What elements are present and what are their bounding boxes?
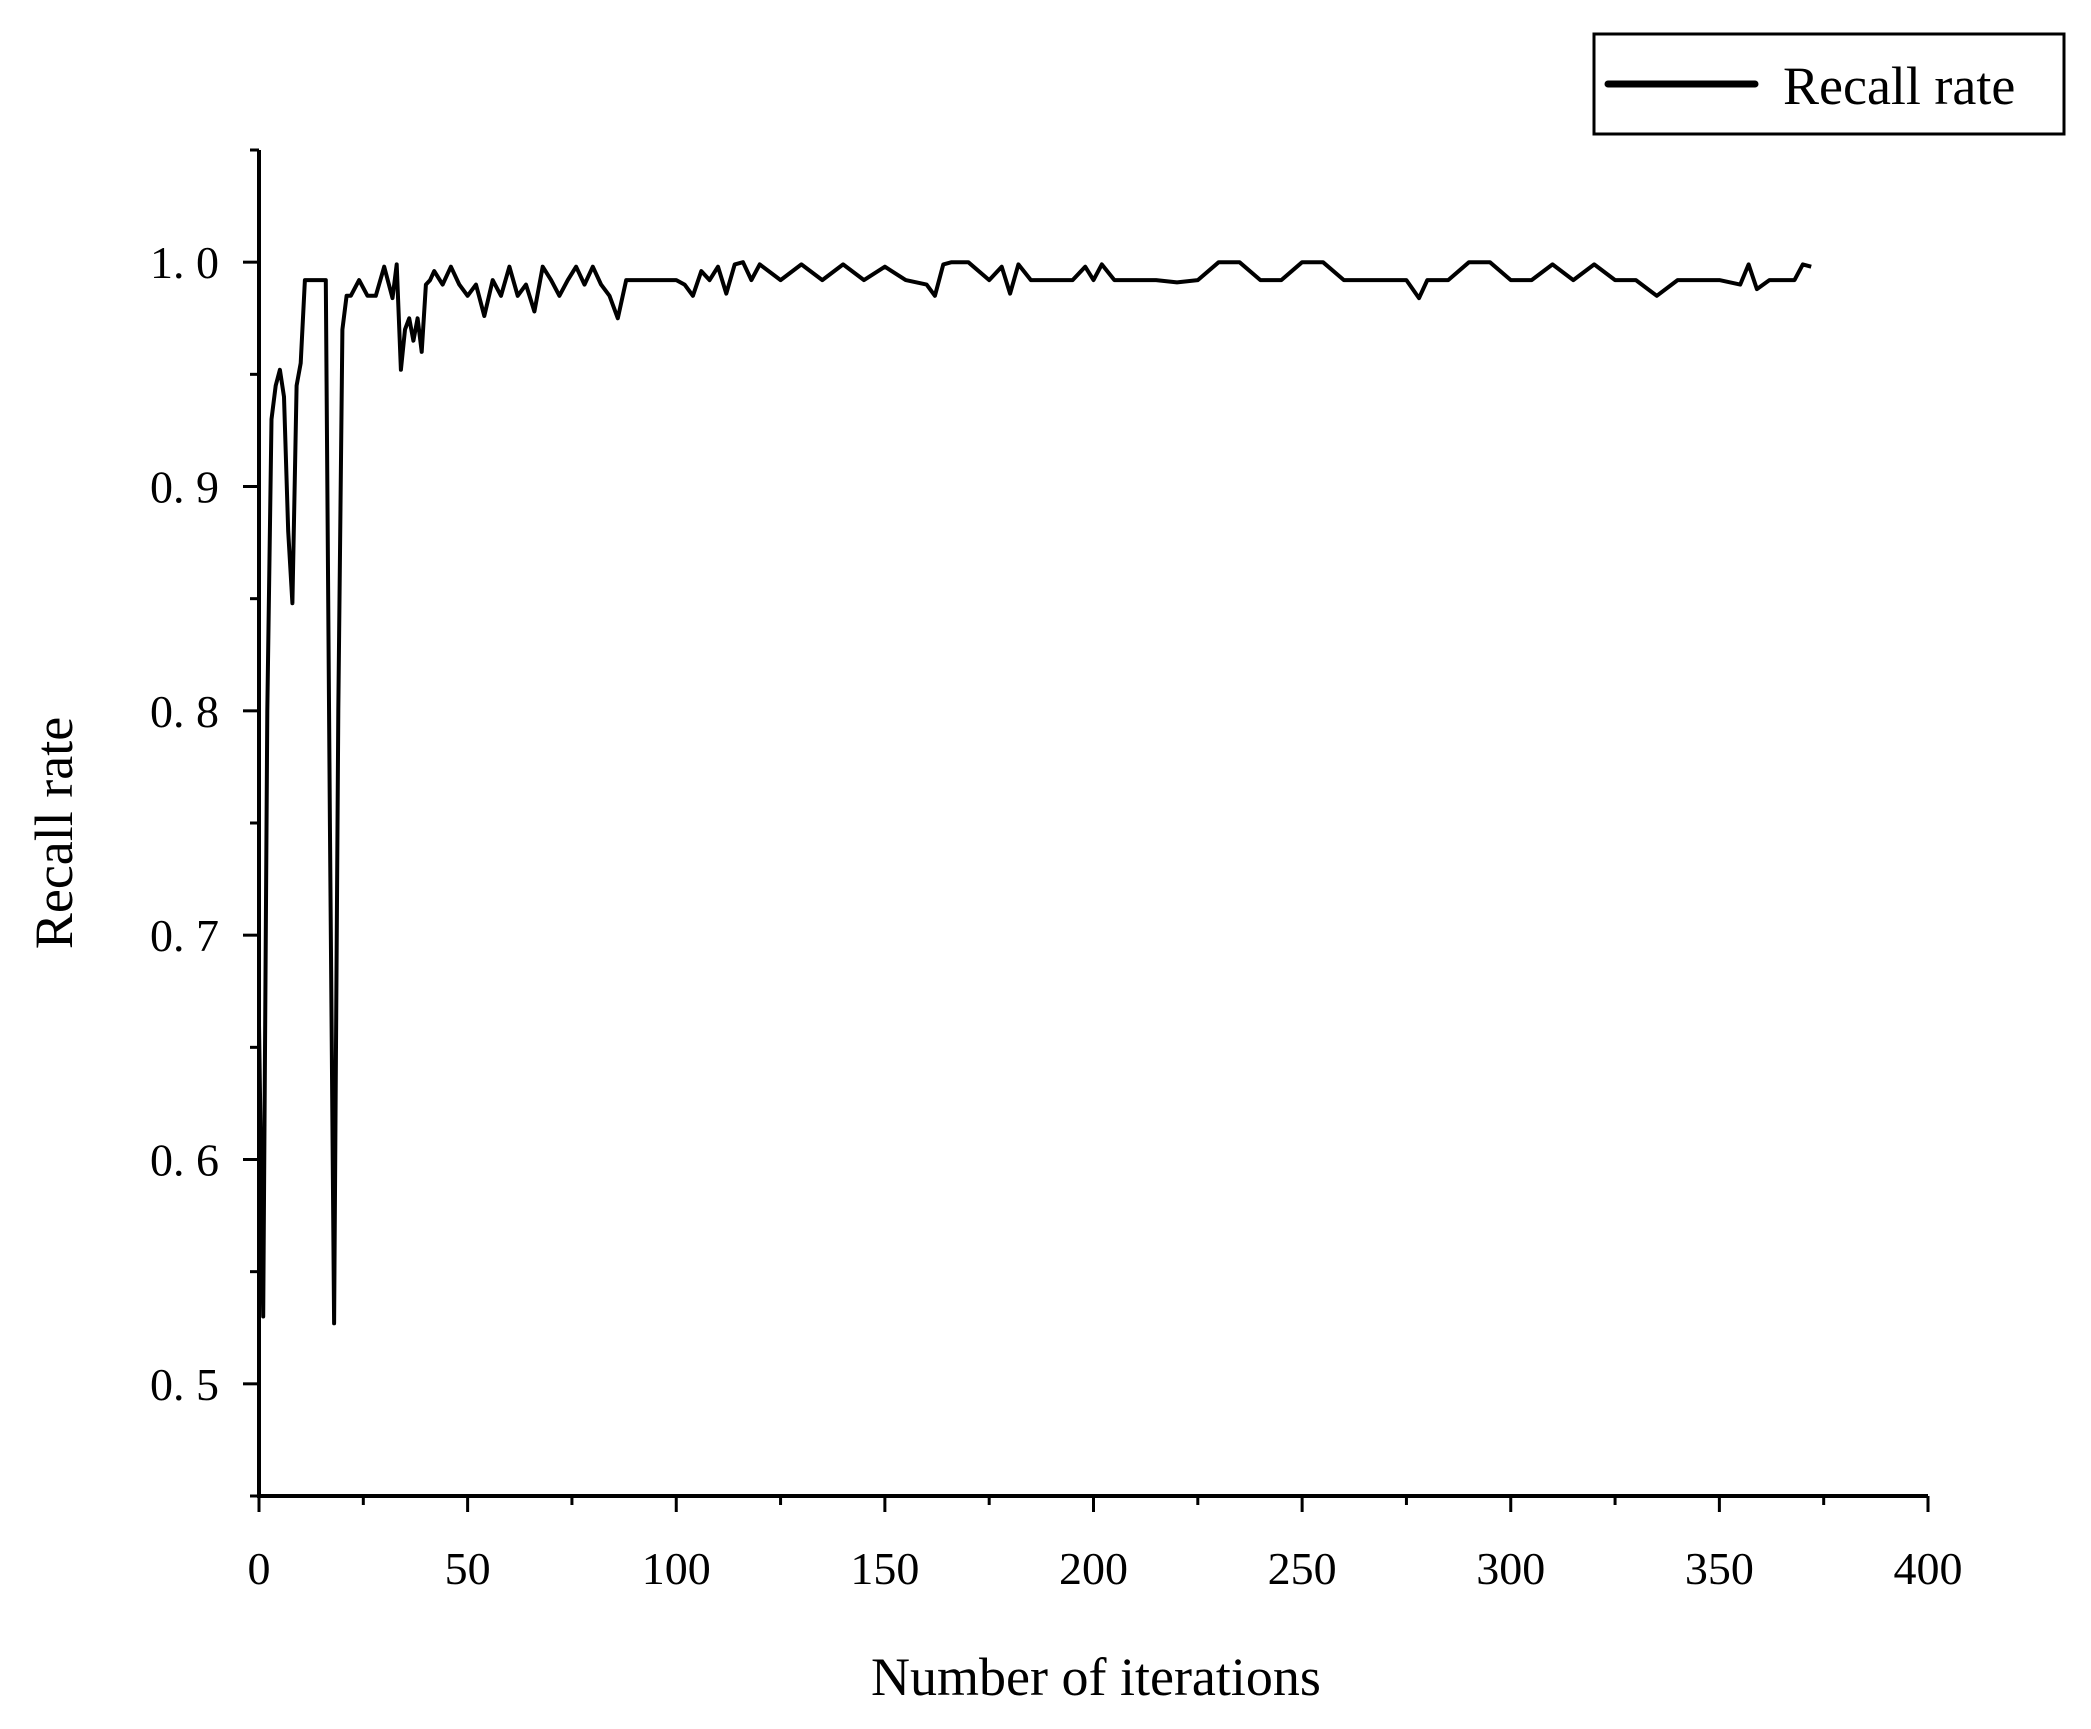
x-axis-title: Number of iterations (871, 1647, 1321, 1707)
series-line-recall-rate (257, 260, 1812, 1326)
y-tick-label: 0. 8 (150, 686, 219, 737)
x-tick-label: 350 (1685, 1543, 1754, 1594)
y-tick-label: 0. 7 (150, 910, 219, 961)
x-tick-label: 50 (445, 1543, 491, 1594)
plot-area (257, 260, 1812, 1326)
x-tick-label: 200 (1059, 1543, 1128, 1594)
y-tick-label: 0. 9 (150, 462, 219, 513)
x-tick-label: 250 (1268, 1543, 1337, 1594)
x-tick-label: 100 (642, 1543, 711, 1594)
x-tick-label: 300 (1476, 1543, 1545, 1594)
legend-label-recall-rate: Recall rate (1783, 56, 2015, 116)
x-tick-label: 150 (850, 1543, 919, 1594)
tick-labels: 0 50 100 150 200 250 300 350 400 0. 5 0. 6 0. 7 0. 8… (150, 237, 1963, 1594)
x-tick-label: 0 (248, 1543, 271, 1594)
y-tick-label: 0. 6 (150, 1135, 219, 1186)
tick-marks (243, 148, 1930, 1512)
x-tick-label: 400 (1894, 1543, 1963, 1594)
y-axis-title: Recall rate (24, 717, 84, 949)
legend: Recall rate (1592, 32, 2066, 136)
y-tick-label: 0. 5 (150, 1359, 219, 1410)
axes (257, 150, 1928, 1498)
y-tick-label: 1. 0 (150, 237, 219, 288)
